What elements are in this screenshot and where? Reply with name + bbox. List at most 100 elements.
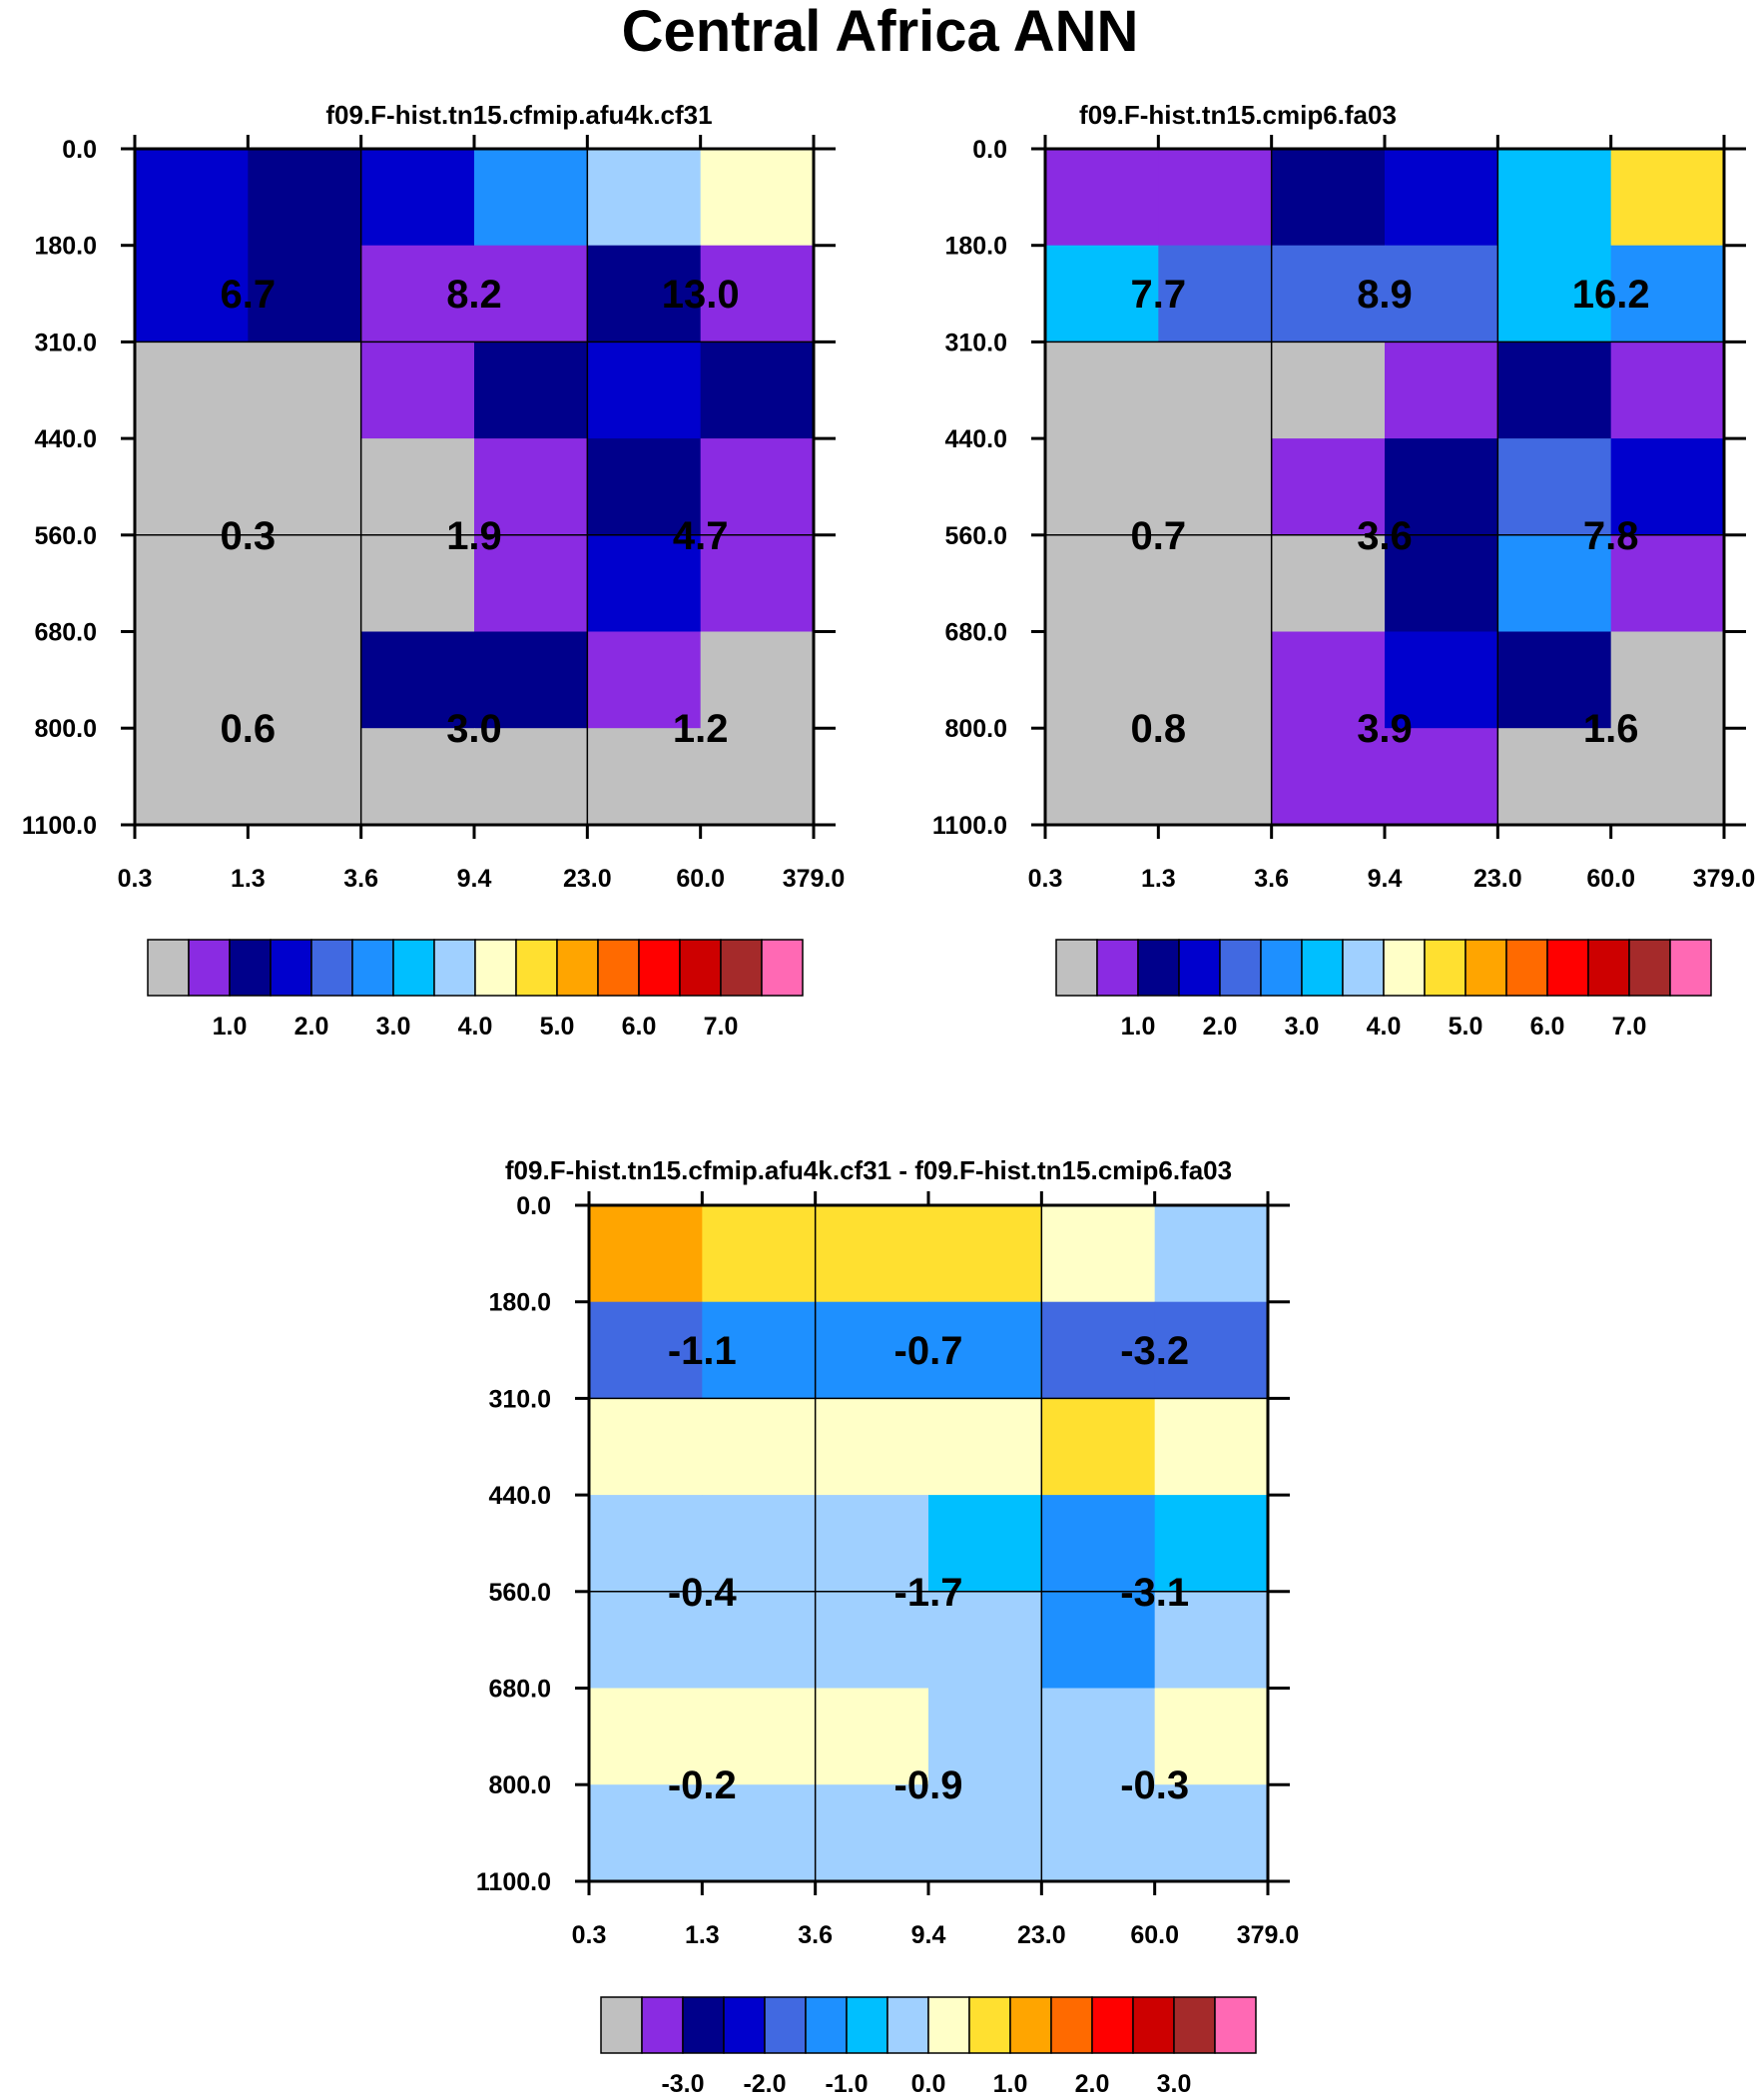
- heatmap-cell: [1497, 534, 1612, 633]
- heatmap-cell: [1271, 342, 1386, 439]
- heatmap-cell: [700, 149, 815, 247]
- colorbar-swatch: [1173, 1996, 1216, 2054]
- colorbar-swatch: [556, 939, 599, 997]
- heatmap-cell: [815, 1495, 929, 1593]
- x-tick-label: 0.3: [118, 865, 153, 893]
- colorbar-swatch: [1178, 939, 1221, 997]
- block-value-label: 3.9: [1357, 707, 1413, 751]
- y-tick-label: 680.0: [34, 619, 97, 647]
- colorbar-label: 2.0: [1203, 1013, 1238, 1041]
- colorbar-swatch: [1301, 939, 1344, 997]
- block-value-label: 3.6: [1357, 514, 1413, 558]
- heatmap-cell: [587, 631, 702, 729]
- y-tick-label: 310.0: [944, 329, 1007, 356]
- heatmap-cell: [1041, 1784, 1156, 1882]
- heatmap-cell: [1271, 245, 1386, 343]
- heatmap-cell: [1385, 534, 1498, 633]
- colorbar-swatch: [682, 1996, 725, 2054]
- colorbar-label: 7.0: [1612, 1013, 1647, 1041]
- block-value-label: 3.0: [446, 707, 502, 751]
- colorbar-label: 1.0: [993, 2070, 1028, 2098]
- x-tick-label: 1.3: [1141, 865, 1176, 893]
- x-tick-label: 0.3: [1028, 865, 1063, 893]
- block-value-label: -3.2: [1120, 1329, 1189, 1373]
- heatmap-cell: [248, 631, 362, 729]
- heatmap-cell: [928, 1205, 1042, 1303]
- colorbar-label: -1.0: [825, 2070, 868, 2098]
- heatmap-cell: [1271, 534, 1386, 633]
- colorbar-swatch: [886, 1996, 929, 2054]
- heatmap-cell: [1041, 1301, 1156, 1399]
- heatmap-cell: [474, 342, 588, 439]
- heatmap-cell: [1154, 1301, 1269, 1399]
- y-tick-label: 800.0: [944, 715, 1007, 743]
- colorbar-label: 3.0: [376, 1013, 411, 1041]
- y-tick-label: 680.0: [944, 619, 1007, 647]
- heatmap-cell: [248, 342, 362, 439]
- heatmap-cell: [135, 631, 249, 729]
- heatmap-cell: [360, 631, 475, 729]
- y-tick-label: 560.0: [34, 522, 97, 550]
- y-tick-label: 0.0: [62, 136, 97, 164]
- heatmap-cell: [702, 1495, 817, 1593]
- x-tick-label: 1.3: [685, 1921, 720, 1949]
- colorbar-swatch: [229, 939, 272, 997]
- colorbar-swatch: [1628, 939, 1671, 997]
- heatmap-cell: [589, 1398, 703, 1496]
- heatmap-cell: [360, 342, 475, 439]
- heatmap-cell: [1610, 534, 1725, 633]
- heatmap-cell: [589, 1784, 703, 1882]
- heatmap-cell: [1497, 342, 1612, 439]
- colorbar-swatch: [641, 1996, 684, 2054]
- y-tick-label: 0.0: [972, 136, 1007, 164]
- panel-title: f09.F-hist.tn15.cfmip.afu4k.cf31 - f09.F…: [504, 1155, 1233, 1185]
- heatmap-cell: [1385, 149, 1498, 247]
- heatmap-cell: [360, 438, 475, 536]
- heatmap-cell: [474, 534, 588, 633]
- heatmap-cell: [1497, 149, 1612, 247]
- heatmap-svg: -1.1 -0.7 -3.2 -0.4 -1.7 -3.1 -0.2 -0.9 -0.3 0.0 1…: [476, 1191, 1299, 2098]
- colorbar-swatch: [720, 939, 763, 997]
- x-tick-label: 60.0: [1586, 865, 1635, 893]
- colorbar-swatch: [679, 939, 722, 997]
- colorbar: 1.0 2.0 3.0 4.0 5.0 6.0 7.0: [1055, 939, 1712, 1041]
- colorbar-swatch: [600, 1996, 643, 2054]
- x-tick-label: 23.0: [1017, 1921, 1066, 1949]
- y-tick-label: 310.0: [34, 329, 97, 356]
- heatmap-cell: [1158, 245, 1273, 343]
- x-tick-label: 3.6: [798, 1921, 833, 1949]
- heatmap-cell: [815, 1784, 929, 1882]
- colorbar-swatch: [433, 939, 476, 997]
- x-tick-label: 9.4: [911, 1921, 946, 1949]
- heatmap-cell: [474, 149, 588, 247]
- heatmap-cell: [702, 1688, 817, 1785]
- block-value-label: 8.2: [446, 273, 502, 317]
- colorbar-swatch: [764, 1996, 807, 2054]
- colorbar-label: 0.0: [911, 2070, 946, 2098]
- heatmap-cell: [589, 1205, 703, 1303]
- heatmap-cell: [1041, 1398, 1156, 1496]
- colorbar-swatch: [270, 939, 312, 997]
- x-tick-label: 9.4: [1368, 865, 1403, 893]
- plot-area: 7.7 8.9 16.2 0.7 3.6 7.8 0.8 3.9 1.6 0.0 180.0 310.…: [932, 135, 1755, 893]
- heatmap-cell: [700, 728, 815, 826]
- block-value-label: -0.4: [668, 1571, 738, 1615]
- colorbar: 1.0 2.0 3.0 4.0 5.0 6.0 7.0: [147, 939, 804, 1041]
- block-value-label: -3.1: [1120, 1571, 1189, 1615]
- heatmap-cell: [248, 438, 362, 536]
- colorbar-swatch: [1137, 939, 1180, 997]
- heatmap-cell: [1497, 631, 1612, 729]
- colorbar-label: 2.0: [294, 1013, 329, 1041]
- heatmap-cell: [1158, 149, 1273, 247]
- colorbar-swatch: [927, 1996, 970, 2054]
- heatmap-cell: [702, 1301, 817, 1399]
- block-value-label: -0.9: [894, 1763, 963, 1807]
- colorbar-swatch: [1424, 939, 1467, 997]
- colorbar-label: 2.0: [1075, 2070, 1110, 2098]
- colorbar-swatch: [1587, 939, 1630, 997]
- heatmap-cell: [1045, 342, 1159, 439]
- colorbar-swatch: [846, 1996, 888, 2054]
- y-tick-label: 680.0: [488, 1676, 551, 1704]
- heatmap-cell: [1041, 1495, 1156, 1593]
- block-value-label: 7.7: [1131, 273, 1187, 317]
